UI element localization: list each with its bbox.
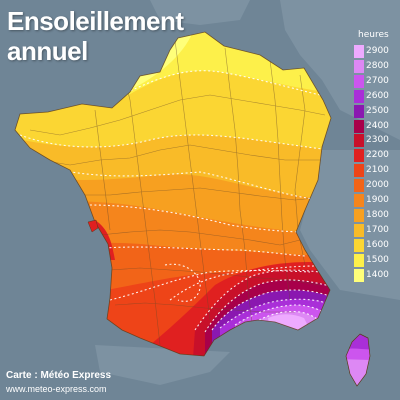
legend-swatch: [354, 149, 364, 163]
legend-item: 1600: [354, 238, 398, 253]
legend-swatch: [354, 134, 364, 148]
legend-item: 2300: [354, 133, 398, 148]
neighbour-land-north: [280, 0, 400, 140]
color-legend: heures 2900 2800 2700 2600 2500 2400 2300 2200 2…: [354, 30, 398, 282]
legend-item: 2900: [354, 44, 398, 59]
legend-label: 2800: [366, 60, 389, 71]
legend-item: 2800: [354, 59, 398, 74]
legend-swatch: [354, 74, 364, 88]
legend-item: 1800: [354, 208, 398, 223]
legend-label: 2200: [366, 150, 389, 161]
source-url: www.meteo-express.com: [6, 384, 107, 394]
department-borders: [29, 39, 326, 346]
legend-swatch: [354, 119, 364, 133]
legend-item: 1700: [354, 223, 398, 238]
legend-item: 1500: [354, 253, 398, 268]
legend-item: 2200: [354, 148, 398, 163]
legend-label: 2900: [366, 46, 389, 56]
map-title-line2: annuel: [7, 36, 88, 66]
neighbour-land-east: [300, 150, 400, 300]
legend-label: 1500: [366, 254, 389, 265]
legend-item: 2000: [354, 178, 398, 193]
legend-swatch: [354, 89, 364, 103]
legend-unit: heures: [358, 30, 389, 40]
legend-label: 2400: [366, 120, 389, 131]
legend-label: 1800: [366, 209, 389, 220]
legend-swatch: [354, 268, 364, 282]
legend-label: 2600: [366, 90, 389, 101]
legend-label: 1900: [366, 195, 389, 205]
legend-label: 2000: [366, 180, 389, 191]
corsica: [345, 333, 371, 387]
legend-label: 2100: [366, 165, 389, 176]
legend-swatch: [354, 164, 364, 178]
legend-item: 1900: [354, 193, 398, 208]
map-credit: Carte : Météo Express: [6, 370, 112, 381]
neighbour-land-spain: [95, 345, 230, 385]
legend-swatch: [354, 59, 364, 73]
legend-item: 2500: [354, 104, 398, 119]
legend-item: 2400: [354, 119, 398, 134]
legend-swatch: [354, 208, 364, 222]
legend-swatch: [354, 238, 364, 252]
legend-swatch: [354, 253, 364, 267]
legend-swatch: [354, 104, 364, 118]
legend-label: 1400: [366, 269, 389, 280]
legend-swatch: [354, 194, 364, 207]
neighbour-land-uk: [150, 0, 250, 25]
legend-item: 2100: [354, 163, 398, 178]
legend-item: 2700: [354, 74, 398, 89]
legend-swatch: [354, 45, 364, 58]
atlantic-island: [87, 219, 99, 233]
legend-swatch: [354, 179, 364, 193]
legend-label: 2300: [366, 135, 389, 146]
legend-label: 2500: [366, 105, 389, 116]
map-title-line1: Ensoleillement: [7, 6, 184, 36]
legend-label: 2700: [366, 75, 389, 86]
legend-label: 1700: [366, 224, 389, 235]
legend-swatch: [354, 223, 364, 237]
legend-label: 1600: [366, 239, 389, 250]
legend-item: 1400: [354, 268, 398, 283]
legend-item: 2600: [354, 89, 398, 104]
